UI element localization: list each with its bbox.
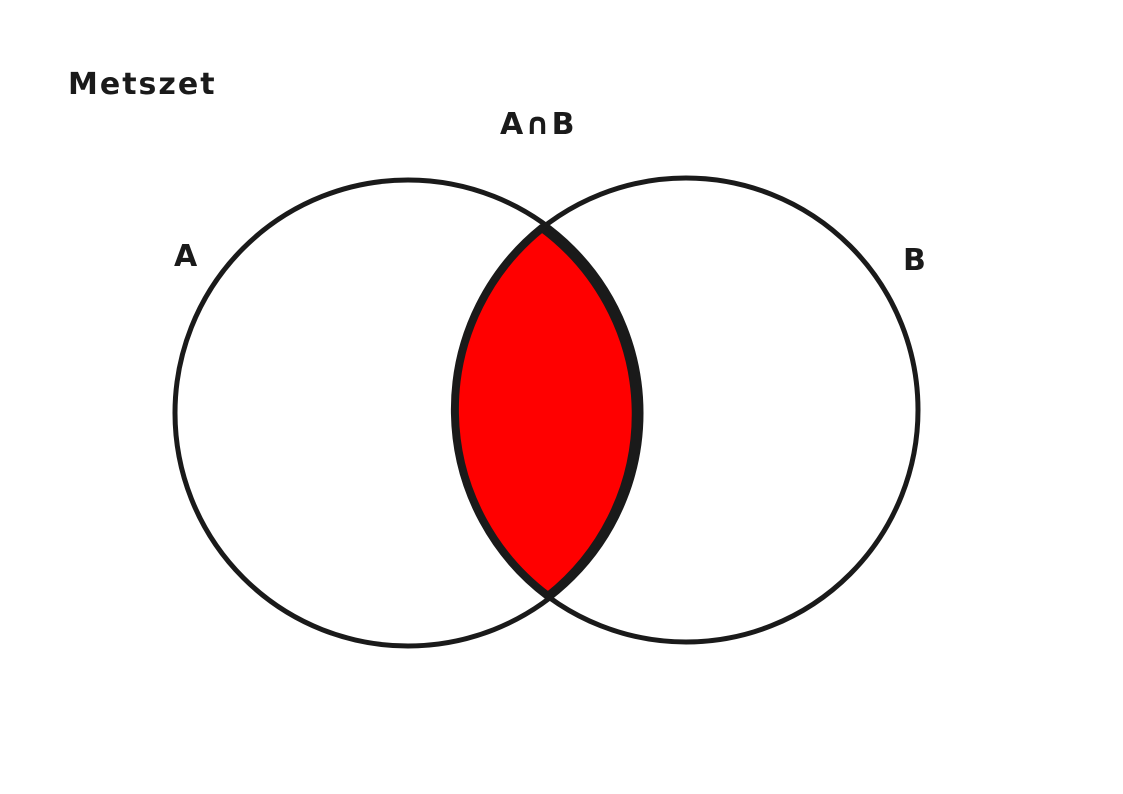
set-b-label: B: [903, 243, 928, 278]
set-a-circle: [172, 177, 644, 649]
set-b-circle: [451, 175, 921, 645]
intersection-label: A∩B: [500, 107, 576, 142]
intersection-region: [450, 224, 640, 600]
diagram-title: Metszet: [68, 67, 217, 102]
set-a-label: A: [174, 239, 199, 274]
